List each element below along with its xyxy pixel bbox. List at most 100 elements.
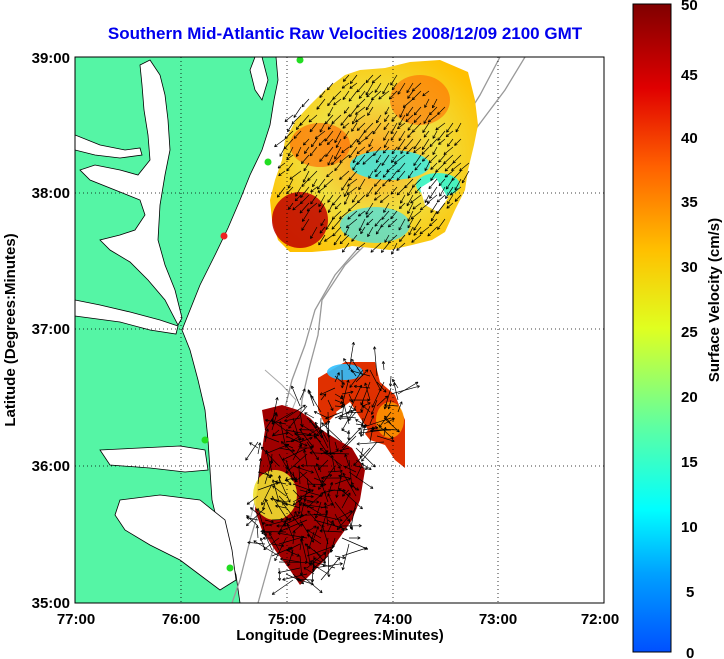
colorbar-tick-label: 50: [681, 0, 698, 14]
velocity-arrow: [376, 114, 382, 124]
velocity-arrow: [355, 447, 376, 468]
velocity-arrow: [413, 106, 422, 116]
velocity-arrow: [341, 82, 350, 89]
colorbar-tick-label: 15: [681, 454, 698, 471]
velocity-arrow: [354, 106, 366, 115]
velocity-arrow: [356, 130, 366, 143]
colorbar-tick-label: 0: [686, 645, 694, 659]
velocity-arrow: [271, 397, 279, 425]
velocity-arrow: [334, 375, 345, 385]
velocity-arrow: [277, 162, 286, 169]
velocity-arrow: [262, 536, 273, 540]
grid-lines: [75, 57, 604, 603]
velocity-arrow: [426, 194, 438, 204]
potomac-river: [75, 134, 143, 159]
velocity-arrow: [307, 534, 322, 545]
velocity-arrow: [382, 178, 390, 187]
y-tick-label: 39:00: [32, 50, 70, 67]
velocity-arrow: [406, 146, 414, 155]
velocity-arrow: [454, 138, 462, 146]
velocity-arrow: [334, 441, 339, 452]
velocity-arrow: [340, 394, 350, 425]
velocity-arrow: [370, 399, 378, 415]
velocity-arrow: [300, 154, 310, 165]
velocity-arrow: [324, 422, 329, 437]
velocity-arrow: [340, 369, 344, 389]
velocity-arrow: [338, 474, 350, 479]
velocity-arrow: [445, 178, 454, 190]
velocity-arrow: [292, 444, 302, 461]
colorbar-tick-label: 20: [681, 389, 698, 406]
colorbar: [632, 3, 672, 653]
velocity-arrow: [384, 114, 390, 123]
velocity-arrow: [334, 130, 342, 144]
velocity-arrow: [292, 202, 302, 211]
velocity-arrow: [348, 90, 358, 102]
velocity-arrow: [324, 114, 334, 125]
velocity-arrow: [355, 114, 366, 123]
velocity-arrow: [285, 437, 305, 443]
colorbar-ticks: 50 45 40 35 30 25 20 15 10 5 0: [681, 0, 698, 659]
velocity-arrow: [286, 154, 294, 161]
velocity-arrow: [423, 130, 430, 138]
velocity-arrow: [341, 543, 350, 571]
velocity-arrow: [264, 428, 269, 443]
velocity-arrow: [397, 162, 406, 173]
velocity-arrow: [326, 170, 334, 178]
velocity-arrow: [387, 218, 398, 228]
velocity-arrow: [271, 579, 294, 595]
velocity-arrow: [353, 384, 371, 389]
velocity-arrow: [316, 178, 326, 190]
velocity-arrow: [372, 146, 382, 156]
velocity-arrow: [313, 526, 319, 539]
velocity-arrow: [325, 218, 334, 231]
velocity-arrow: [382, 170, 390, 178]
x-tick-label: 74:00: [374, 611, 412, 628]
velocity-arrow: [293, 106, 302, 118]
velocity-arrow: [375, 154, 382, 163]
velocity-arrow: [319, 90, 326, 99]
velocity-arrow: [310, 194, 318, 205]
velocity-arrow: [356, 146, 366, 155]
velocity-arrow: [257, 481, 279, 491]
velocity-arrow: [407, 122, 414, 131]
velocity-arrow: [327, 154, 334, 166]
velocity-patch-slow: [350, 150, 430, 180]
velocity-arrow: [264, 519, 274, 524]
velocity-arrow: [388, 170, 398, 182]
velocity-arrow: [294, 471, 308, 483]
velocity-arrow: [370, 242, 382, 253]
velocity-arrow: [349, 82, 358, 89]
velocity-arrow: [311, 561, 316, 573]
velocity-arrow: [432, 98, 438, 109]
velocity-arrow: [285, 404, 306, 419]
velocity-arrow: [245, 507, 266, 527]
velocity-arrow: [413, 114, 422, 123]
velocity-arrow: [299, 428, 315, 432]
velocity-arrow: [445, 130, 454, 138]
velocity-arrow: [292, 573, 305, 585]
delaware-bay: [249, 57, 269, 101]
velocity-arrow: [310, 555, 315, 583]
velocity-arrow: [296, 577, 315, 582]
velocity-arrow: [344, 226, 350, 236]
velocity-arrow: [352, 114, 358, 125]
velocity-arrow: [338, 488, 350, 497]
velocity-arrow: [365, 74, 374, 84]
velocity-arrow: [301, 178, 310, 187]
colorbar-label: Surface Velocity (cm/s): [706, 218, 723, 382]
velocity-arrow: [307, 510, 322, 527]
velocity-arrow: [287, 146, 294, 157]
velocity-arrow: [342, 472, 357, 497]
velocity-arrow: [332, 226, 342, 237]
velocity-arrow: [264, 418, 287, 425]
velocity-arrow: [362, 424, 367, 437]
velocity-arrow: [300, 513, 329, 517]
velocity-arrow: [382, 146, 390, 154]
velocity-arrow: [391, 82, 398, 91]
velocity-arrow: [351, 194, 358, 203]
station-marker: [264, 158, 272, 166]
velocity-arrow: [428, 154, 438, 164]
velocity-arrow: [413, 146, 422, 154]
velocity-arrow: [278, 560, 308, 565]
